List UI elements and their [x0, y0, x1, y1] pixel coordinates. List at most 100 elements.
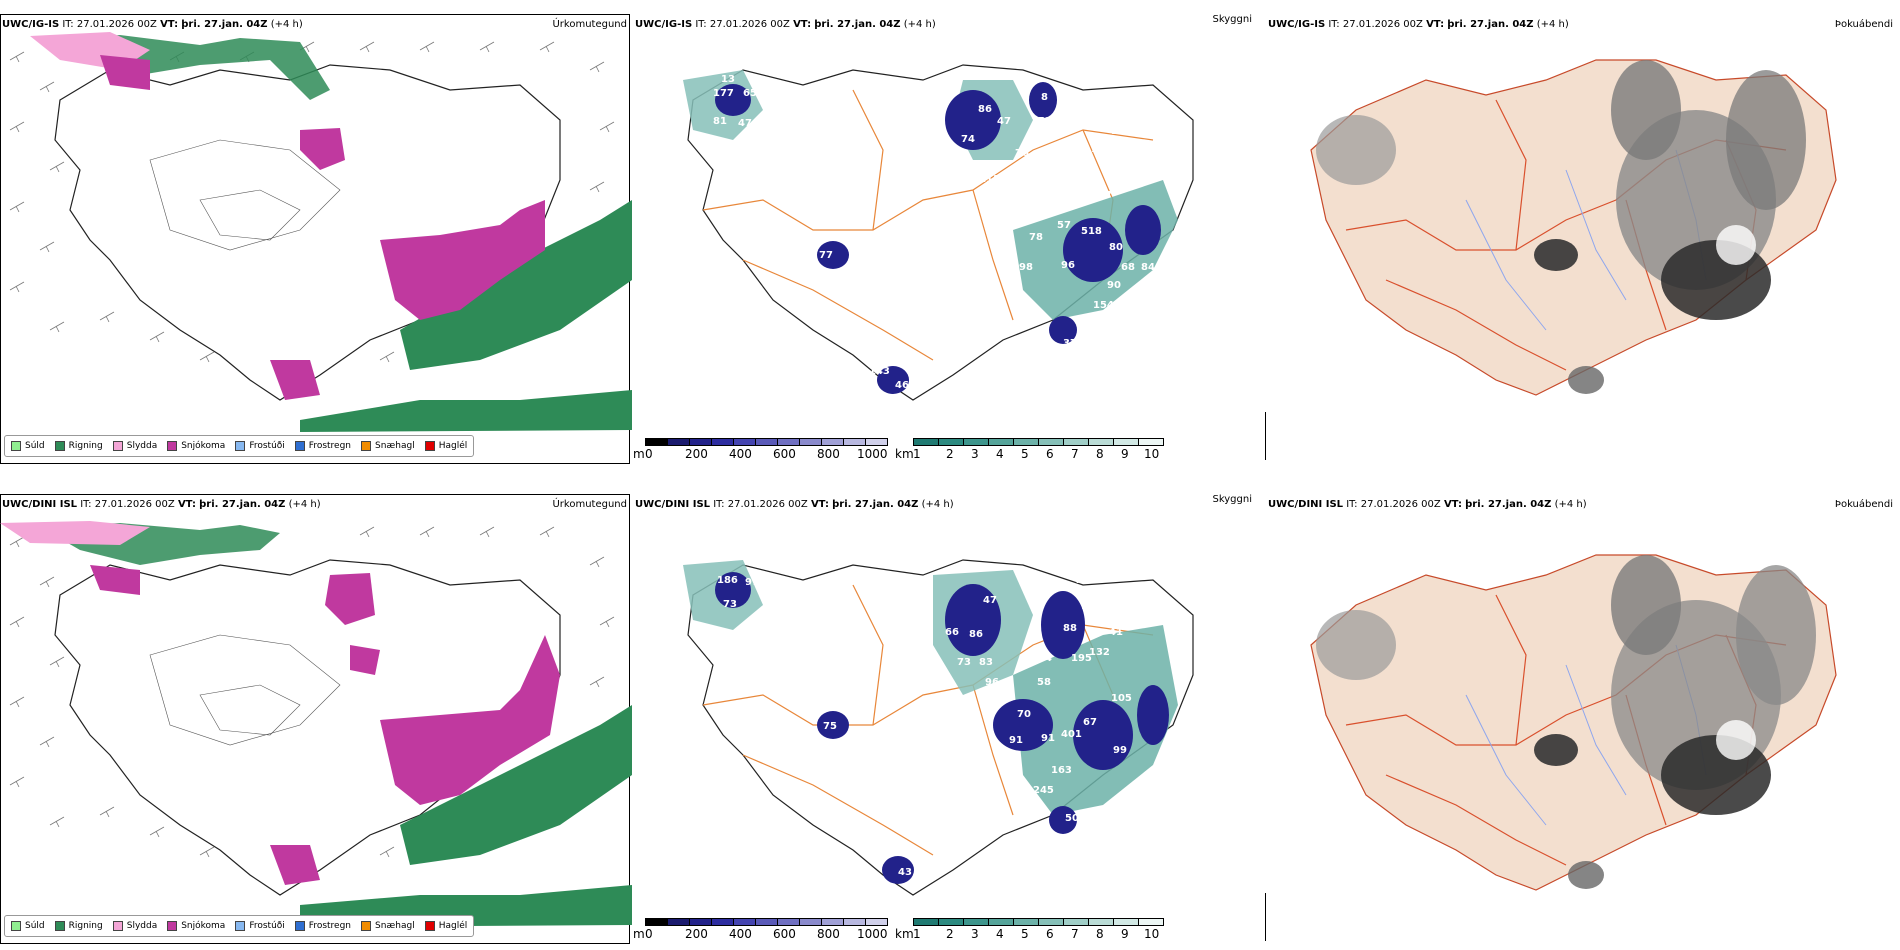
iceland-precip-map [0, 521, 632, 927]
colorbar-swatch [843, 438, 866, 446]
cloud-base-label: 75 [823, 721, 837, 732]
colorbar-tick: 200 [685, 927, 708, 941]
cloud-base-label: 43 [898, 867, 912, 878]
cloud-base-label: 829 [953, 697, 974, 708]
cloud-base-label: 518 [1081, 226, 1102, 237]
cloud-base-label: 13 [721, 74, 735, 85]
colorbar-swatch [1113, 918, 1139, 926]
height-colorbar: m 0 200 400 600 800 1000 [633, 438, 890, 461]
panel-title: Þokuábendi [1834, 499, 1893, 510]
cloud-base-label: 47 [983, 595, 997, 606]
precip-type-legend: Súld Rigning Slydda Snjókoma Frostúði Fr… [4, 435, 475, 457]
colorbar-tick: 800 [817, 927, 840, 941]
colorbar-swatch [755, 918, 778, 926]
panel-header: UWC/DINI ISL IT: 27.01.2026 00Z VT: þri.… [1268, 499, 1587, 510]
colorbar-swatch [667, 918, 690, 926]
precip-snow-areas [90, 565, 560, 885]
colorbar-unit: m [633, 927, 645, 941]
colorbar-tick: 5 [1021, 927, 1029, 941]
legend-item: Frostregn [294, 921, 351, 931]
precip-sleet-areas [0, 521, 150, 545]
cloud-base-labels: 186 97 73 66 86 47 83 73 96 829 75 70 91… [717, 575, 1132, 878]
colorbar-swatch [1138, 438, 1164, 446]
colorbar-swatch [843, 918, 866, 926]
cloud-base-label: 96 [985, 677, 999, 688]
fog-fields [1316, 60, 1806, 394]
cloud-base-label: 47 [997, 116, 1011, 127]
colorbar-tick: 800 [817, 447, 840, 461]
panel-visibility-row1: UWC/IG-IS IT: 27.01.2026 00Z VT: þri. 27… [633, 0, 1266, 475]
colorbar-swatch [645, 438, 668, 446]
fog-fields [1316, 555, 1816, 889]
colorbar-swatch [1013, 918, 1039, 926]
cloud-base-label: 97 [745, 577, 759, 588]
colorbar-tick: 1 [913, 447, 921, 461]
colorbar-swatch [1088, 918, 1114, 926]
cloud-base-label: 47 [1098, 190, 1112, 201]
low-visibility-cells [715, 82, 1161, 394]
cloud-base-label: 61 [945, 152, 959, 163]
colorbar-tick: 8 [1096, 447, 1104, 461]
colorbar-tick: 600 [773, 927, 796, 941]
cloud-base-label: 80 [1109, 242, 1123, 253]
colorbar-swatch [733, 438, 756, 446]
colorbar-swatch [1038, 438, 1064, 446]
cloud-base-label: 50 [1065, 813, 1079, 824]
colorbar-tick: 4 [996, 447, 1004, 461]
colorbar-tick: 8 [1096, 927, 1104, 941]
cloud-base-label: 37 [1063, 338, 1077, 349]
panel-fog-row1: UWC/IG-IS IT: 27.01.2026 00Z VT: þri. 27… [1266, 0, 1899, 475]
colorbar-swatch [733, 918, 756, 926]
colorbar-tick: 9 [1121, 447, 1129, 461]
colorbar-swatch [913, 438, 939, 446]
panel-title: Úrkomutegund [552, 499, 627, 510]
cloud-base-label: 186 [717, 575, 738, 586]
cloud-base-label: 84 [1141, 262, 1155, 273]
cloud-base-label: 41 [1109, 627, 1123, 638]
colorbar-tick: 9 [1121, 927, 1129, 941]
panel-visibility-row2: UWC/DINI ISL IT: 27.01.2026 00Z VT: þri.… [633, 475, 1266, 950]
cloud-base-label: 65 [743, 88, 757, 99]
colorbar-swatch [938, 438, 964, 446]
panel-header: UWC/IG-IS IT: 27.01.2026 00Z VT: þri. 27… [1268, 19, 1569, 30]
cloud-base-label: 47 [738, 118, 752, 129]
colorbar-swatch [1063, 438, 1089, 446]
cloud-base-label: 73 [723, 599, 737, 610]
cloud-base-label: 78 [1029, 232, 1043, 243]
cloud-base-label: 86 [969, 629, 983, 640]
panel-title: Úrkomutegund [552, 19, 627, 30]
colorbar-tick: 1000 [857, 447, 888, 461]
colorbar-tick: 3 [971, 447, 979, 461]
fog-index-legend: 0 60 [1265, 893, 1266, 941]
cloud-base-label: 105 [1111, 693, 1132, 704]
colorbar-swatch [938, 918, 964, 926]
colorbar-tick: 5 [1021, 447, 1029, 461]
visibility-colorbar: km 1 2 3 4 5 6 7 8 9 10 [895, 918, 1164, 941]
colorbar-tick: 6 [1046, 927, 1054, 941]
cloud-base-label: 163 [1051, 765, 1072, 776]
colorbar-swatch [1088, 438, 1114, 446]
cloud-base-label: 153 [1031, 116, 1052, 127]
legend-item: Haglél [424, 441, 467, 451]
colorbar-tick: 0 [645, 447, 653, 461]
cloud-base-label: 8 [1041, 92, 1048, 103]
colorbar-tick: 10 [1144, 447, 1160, 461]
colorbar-swatch [865, 438, 888, 446]
colorbar-swatch [667, 438, 690, 446]
colorbar-tick: 10 [1144, 927, 1160, 941]
cloud-base-label: 11 [1111, 126, 1125, 137]
cloud-base-label: 81 [713, 116, 727, 127]
colorbar-tick: 3 [971, 927, 979, 941]
legend-item: Snjókoma [167, 921, 225, 931]
cloud-base-label: 143 [869, 366, 890, 377]
low-visibility-cells [715, 572, 1169, 884]
cloud-base-label: 177 [713, 88, 734, 99]
colorbar-swatch [799, 438, 822, 446]
visibility-colorbar: km 1 2 3 4 5 6 7 8 9 10 [895, 438, 1164, 461]
colorbar-swatch [799, 918, 822, 926]
colorbar-swatch [1063, 918, 1089, 926]
panel-title: Skyggni [1212, 494, 1252, 505]
legend-item: Frostúði [235, 441, 285, 451]
cloud-base-label: 68 [1121, 262, 1135, 273]
colorbar-swatch [988, 438, 1014, 446]
